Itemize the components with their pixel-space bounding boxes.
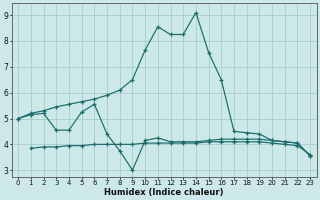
X-axis label: Humidex (Indice chaleur): Humidex (Indice chaleur) bbox=[104, 188, 224, 197]
